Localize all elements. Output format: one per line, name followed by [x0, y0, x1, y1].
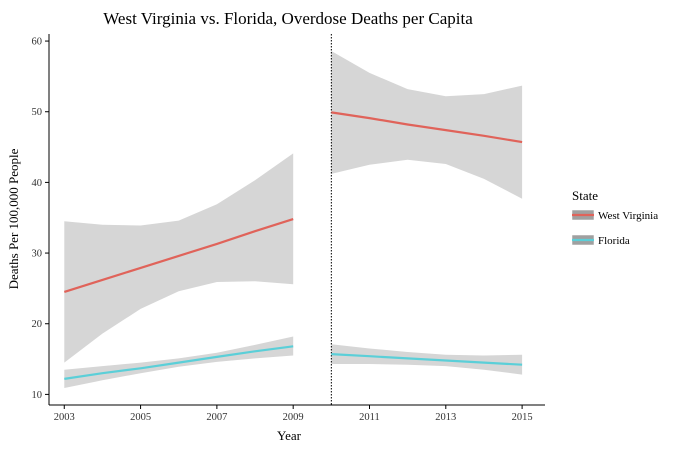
- y-tick-label: 10: [32, 390, 43, 401]
- x-axis-ticks: 2003 2005 2007 2009 2011 2013 2015: [54, 405, 533, 423]
- x-axis-title: Year: [277, 428, 302, 443]
- y-axis-title: Deaths Per 100,000 People: [6, 148, 21, 289]
- y-axis-ticks: 10 20 30 40 50 60: [32, 37, 49, 401]
- x-tick-label: 2005: [130, 412, 151, 423]
- series-line-1-1: [331, 353, 523, 366]
- chart-title: West Virginia vs. Florida, Overdose Deat…: [103, 9, 473, 28]
- plot-area: [63, 34, 523, 405]
- legend-label: Florida: [598, 235, 630, 247]
- series-line-0-1: [331, 111, 523, 144]
- y-tick-label: 30: [32, 249, 43, 260]
- x-tick-label: 2003: [54, 412, 75, 423]
- y-tick-label: 20: [32, 319, 43, 330]
- y-tick-label: 40: [32, 178, 43, 189]
- x-tick-label: 2007: [206, 412, 227, 423]
- series-line-1-0: [64, 345, 294, 380]
- confidence-band-0-1: [331, 51, 523, 199]
- y-tick-label: 50: [32, 107, 43, 118]
- legend: State West Virginia Florida: [571, 188, 658, 247]
- y-tick-label: 60: [32, 37, 43, 48]
- legend-title: State: [572, 188, 598, 203]
- legend-label: West Virginia: [598, 210, 658, 222]
- x-tick-label: 2009: [283, 412, 304, 423]
- series-line-0-0: [63, 218, 294, 293]
- confidence-band-0-0: [64, 153, 294, 363]
- x-tick-label: 2013: [435, 412, 456, 423]
- x-tick-label: 2015: [512, 412, 533, 423]
- x-tick-label: 2011: [359, 412, 380, 423]
